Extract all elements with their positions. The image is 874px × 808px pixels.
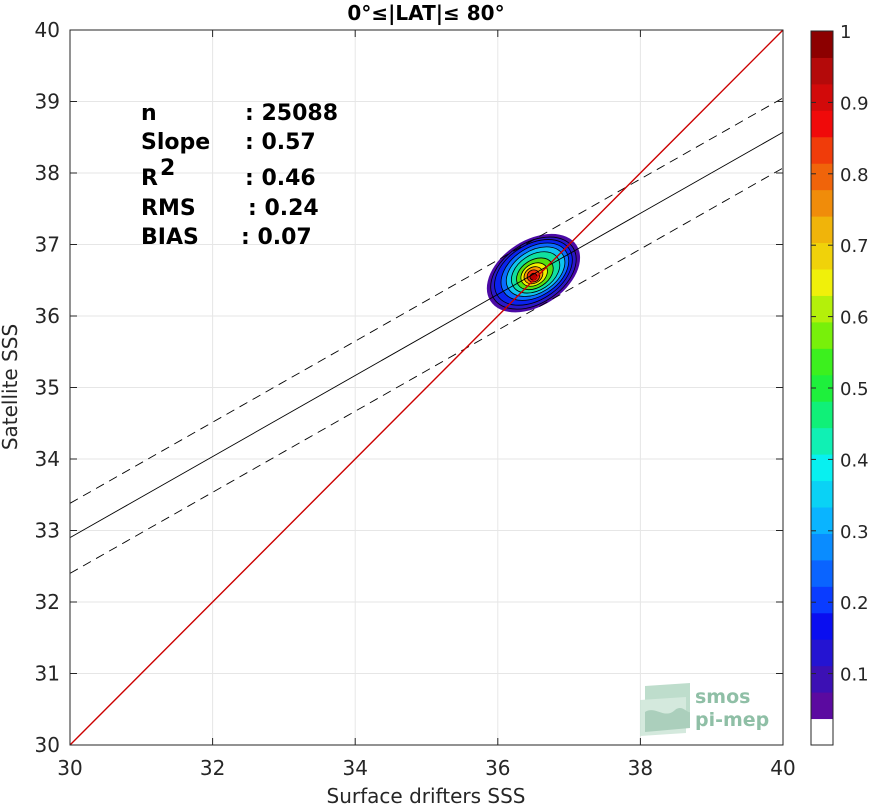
y-tick-label: 31	[35, 662, 60, 686]
stat-label-slope: Slope	[141, 130, 210, 155]
logo-text-pi-mep: pi-mep	[695, 709, 769, 731]
regression-lines	[70, 30, 783, 745]
x-tick-label: 40	[770, 756, 795, 780]
stat-label-r: R	[141, 166, 158, 191]
y-tick-label: 30	[35, 733, 60, 757]
colorbar-segment	[811, 295, 833, 323]
colorbar-segment	[811, 374, 833, 402]
logo-graphic	[640, 683, 690, 736]
y-axis-label: Satellite SSS	[0, 324, 22, 450]
stat-value-slope: : 0.57	[245, 130, 316, 155]
colorbar-segment	[811, 533, 833, 561]
axis-ticks: 30 32 34 36 38 40 30 31 32 33 34 35 36 37 38 39 40	[35, 18, 796, 780]
x-tick-label: 32	[200, 756, 225, 780]
colorbar-tick-label: 0.7	[840, 236, 869, 257]
colorbar-tick-label: 0.8	[840, 165, 869, 186]
colorbar-segment	[811, 665, 833, 693]
colorbar-segment	[811, 401, 833, 429]
colorbar-segment	[811, 692, 833, 720]
colorbar-segment	[811, 639, 833, 667]
stat-value-bias: : 0.07	[241, 225, 312, 250]
stat-value-r: : 0.46	[245, 166, 316, 191]
colorbar-segment	[811, 31, 833, 58]
y-tick-label: 32	[35, 590, 60, 614]
logo-text-smos: smos	[695, 686, 750, 708]
x-tick-label: 36	[485, 756, 510, 780]
colorbar-segment	[811, 559, 833, 587]
stat-value-n: : 25088	[245, 101, 338, 126]
colorbar-segment	[811, 586, 833, 614]
colorbar-ticks: 0.1 0.2 0.3 0.4 0.5 0.6 0.7 0.8 0.9 1	[811, 22, 869, 686]
y-tick-label: 33	[35, 519, 60, 543]
colorbar-tick-label: 1	[840, 22, 851, 43]
colorbar-tick-label: 0.6	[840, 308, 869, 329]
y-tick-label: 35	[35, 376, 60, 400]
stats-box: n : 25088 Slope : 0.57 R 2 : 0.46 RMS : 0.24 BIAS…	[141, 101, 338, 250]
colorbar-segment	[811, 348, 833, 376]
colorbar-segment	[811, 83, 833, 111]
identity-line	[70, 30, 783, 745]
colorbar-segment	[811, 110, 833, 138]
colorbar-segment	[811, 57, 833, 85]
colorbar-segment	[811, 612, 833, 640]
colorbar-tick-label: 0.2	[840, 593, 869, 614]
colorbar-tick-label: 0.5	[840, 379, 869, 400]
chart-title: 0°≤|LAT|≤ 80°	[347, 1, 504, 25]
regression-line	[70, 131, 783, 539]
colorbar-segment	[811, 242, 833, 270]
x-tick-label: 30	[57, 756, 82, 780]
colorbar-segment	[811, 189, 833, 217]
regression-bound-line	[70, 167, 783, 574]
stat-label-rms: RMS	[141, 196, 196, 221]
colorbar-segment	[811, 454, 833, 482]
y-tick-label: 38	[35, 161, 60, 185]
y-tick-label: 37	[35, 233, 60, 257]
stat-label-bias: BIAS	[141, 225, 199, 250]
regression-bound-line	[70, 97, 783, 504]
colorbar-segment	[811, 321, 833, 349]
colorbar-segment	[811, 163, 833, 191]
x-tick-label: 34	[342, 756, 367, 780]
colorbar-tick-label: 0.4	[840, 450, 869, 471]
colorbar-segment	[811, 216, 833, 244]
density-contours	[486, 233, 581, 313]
colorbar-tick-label: 0.9	[840, 93, 869, 114]
colorbar-tick-label: 0.1	[840, 665, 869, 686]
y-tick-label: 40	[35, 18, 60, 42]
x-tick-label: 38	[628, 756, 653, 780]
y-tick-label: 36	[35, 304, 60, 328]
colorbar	[811, 31, 833, 746]
stat-label-n: n	[141, 101, 157, 126]
smos-pi-mep-logo: smos pi-mep	[640, 683, 769, 736]
stat-value-rms: : 0.24	[248, 196, 319, 221]
stat-label-sup: 2	[160, 156, 175, 181]
grid	[69, 29, 784, 746]
colorbar-segment	[811, 718, 833, 746]
colorbar-segment	[811, 427, 833, 455]
colorbar-segment	[811, 269, 833, 296]
colorbar-segment	[811, 507, 833, 534]
y-tick-label: 39	[35, 90, 60, 114]
colorbar-tick-label: 0.3	[840, 522, 869, 543]
x-axis-label: Surface drifters SSS	[327, 784, 526, 808]
y-tick-label: 34	[35, 447, 60, 471]
colorbar-segment	[811, 136, 833, 164]
colorbar-segment	[811, 480, 833, 508]
